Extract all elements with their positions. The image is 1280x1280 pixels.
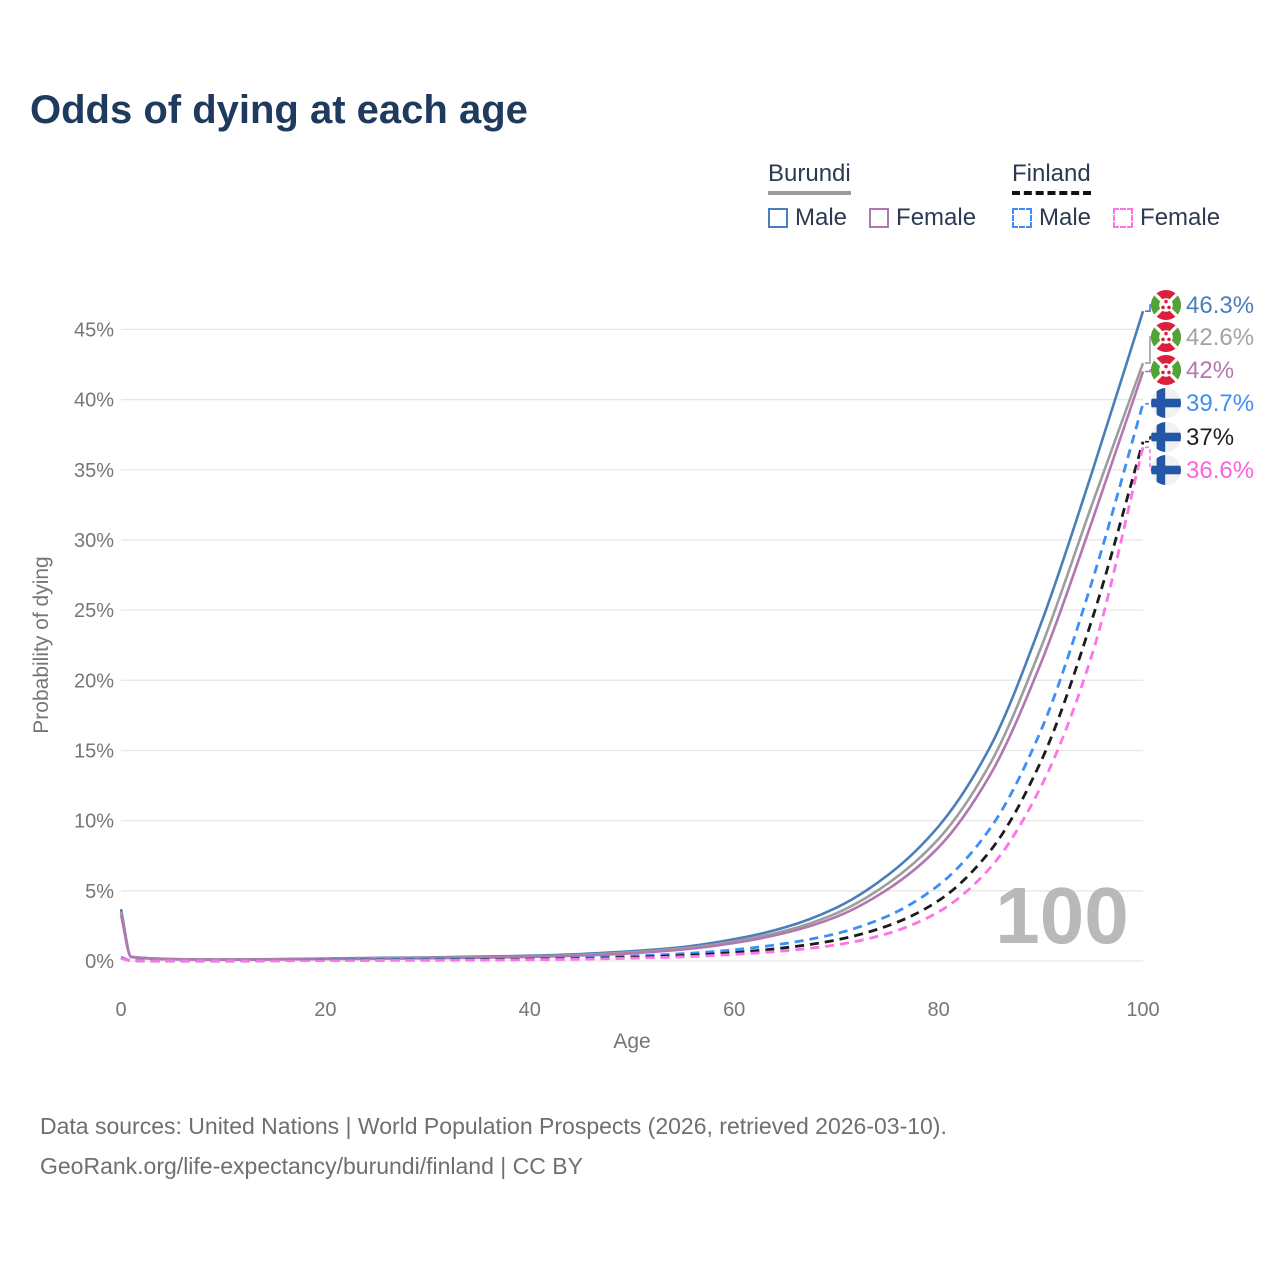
label-leader-line [1145,436,1151,443]
y-tick-label: 45% [74,319,114,341]
legend-group-finland: Finland Male Female [1012,160,1220,232]
series-line [119,371,1145,962]
finland-flag-icon [1151,422,1181,452]
legend-item-label: Female [1140,204,1221,231]
x-axis-title: Age [613,1030,650,1053]
legend-item-finland-female[interactable]: Female [1113,204,1220,232]
y-tick-label: 0% [85,951,114,973]
series-line [120,441,1145,963]
end-value-label: 42% [1186,357,1234,384]
y-tick-label: 10% [74,811,114,833]
legend-item-label: Female [896,204,977,231]
end-annotations: 46.3% 42.6% 42% 39.7% 37% 36.6% [1145,290,1254,485]
label-leader-line [1145,402,1151,405]
series-lines [119,310,1145,963]
x-tick-label: 60 [723,999,745,1021]
end-value-label: 46.3% [1186,292,1254,319]
label-leader-line [1145,304,1151,312]
y-tick-label: 35% [74,460,114,482]
legend-item-label: Male [1039,204,1092,231]
finland-male-swatch-icon [1012,208,1032,228]
legend-group-burundi: Burundi Male Female [768,160,976,232]
legend-item-burundi-female[interactable]: Female [869,204,976,232]
series-line [120,446,1145,963]
y-axis-title: Probability of dying [30,556,53,733]
burundi-flag-icon [1151,290,1181,320]
y-tick-label: 25% [74,600,114,622]
y-tick-label: 15% [74,740,114,762]
y-tick-label: 30% [74,530,114,552]
gridlines [121,328,1143,962]
axis-ticks: 0% 5% 10% 15% 20% 25% 30% 35% 40% 45% 0 20 40 60 80 100 [74,319,1160,1021]
legend-country-burundi: Burundi [768,160,851,195]
y-tick-label: 20% [74,670,114,692]
x-tick-label: 0 [115,999,126,1021]
legend-item-label: Male [795,204,848,231]
page-title: Odds of dying at each age [30,88,528,132]
finland-female-swatch-icon [1113,208,1134,228]
label-leader-line [1145,336,1151,364]
source-line: Data sources: United Nations | World Pop… [40,1113,947,1139]
y-tick-label: 5% [85,881,114,903]
x-tick-label: 100 [1126,999,1159,1021]
x-tick-label: 40 [519,999,541,1021]
x-tick-label: 80 [927,999,949,1021]
label-leader-line [1145,369,1151,373]
finland-flag-icon [1151,388,1181,418]
end-value-label: 39.7% [1186,390,1254,417]
attribution-line: GeoRank.org/life-expectancy/burundi/finl… [40,1153,583,1179]
legend-item-burundi-male[interactable]: Male [768,204,847,232]
finland-flag-icon [1151,455,1181,485]
series-line [120,403,1145,963]
end-value-label: 37% [1186,424,1234,451]
burundi-flag-icon [1151,355,1181,385]
label-leader-line [1145,446,1151,471]
end-value-label: 42.6% [1186,324,1254,351]
age-watermark: 100 [995,871,1128,960]
legend-item-finland-male[interactable]: Male [1012,204,1091,232]
y-tick-label: 40% [74,390,114,412]
data-source-note: Data sources: United Nations | World Pop… [40,1106,947,1186]
end-value-label: 36.6% [1186,457,1254,484]
legend-country-finland: Finland [1012,160,1091,195]
legend: Burundi Male Female Finland Male Female [0,160,1280,250]
series-line [119,310,1145,961]
burundi-female-swatch-icon [869,208,890,228]
burundi-male-swatch-icon [768,208,788,228]
burundi-flag-icon [1151,322,1181,352]
x-tick-label: 20 [314,999,336,1021]
